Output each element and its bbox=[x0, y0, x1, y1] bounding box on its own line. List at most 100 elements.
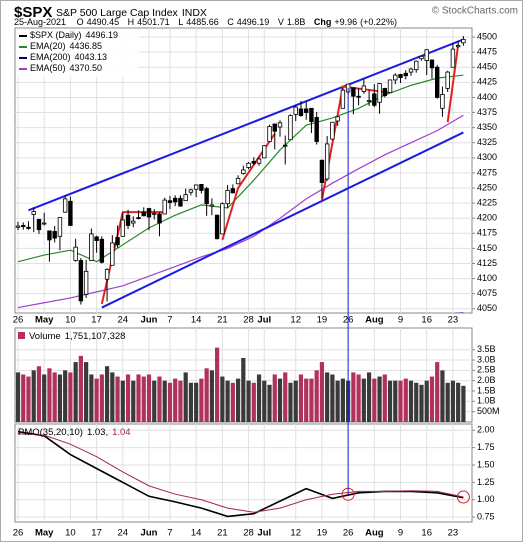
x-tick-label: Aug bbox=[365, 528, 384, 539]
y-tick-label: 4200 bbox=[477, 213, 497, 223]
candle-body bbox=[403, 72, 408, 77]
candle-body bbox=[57, 217, 63, 237]
candle-body bbox=[78, 260, 84, 302]
source: © StockCharts.com bbox=[432, 6, 518, 17]
volume-bar bbox=[335, 380, 340, 422]
x-tick-label: 21 bbox=[217, 528, 228, 539]
candle-body bbox=[455, 45, 461, 48]
legend-name: $SPX (Daily) bbox=[30, 30, 82, 40]
candle-body bbox=[199, 183, 204, 191]
volume-bar bbox=[319, 362, 325, 422]
legend-value: 4370.50 bbox=[70, 63, 103, 73]
x-tick-label: Jun bbox=[141, 315, 158, 326]
candle-body bbox=[83, 270, 89, 295]
x-tick-label: Jul bbox=[257, 528, 271, 539]
candle-body bbox=[419, 55, 424, 60]
volume-bar bbox=[162, 380, 167, 422]
candle-body bbox=[125, 214, 131, 226]
candle-body bbox=[309, 107, 314, 122]
volume-bar bbox=[267, 384, 272, 422]
ema-line bbox=[17, 114, 464, 309]
volume-bar bbox=[89, 374, 94, 422]
legend-name: EMA(20) bbox=[30, 41, 66, 51]
volume-bar bbox=[78, 355, 83, 422]
quote-value: 4501.71 bbox=[137, 17, 170, 27]
volume-title: Volume 1,751,107,328 bbox=[29, 331, 125, 342]
volume-bar bbox=[419, 384, 424, 422]
x-tick-label: 24 bbox=[118, 315, 129, 326]
volume-bar bbox=[115, 376, 120, 422]
volume-bar bbox=[408, 380, 414, 422]
y-tick-label: 4225 bbox=[477, 197, 497, 207]
y-tick-label: 4350 bbox=[477, 122, 497, 132]
candle-body bbox=[225, 190, 230, 205]
candle-body bbox=[152, 212, 157, 215]
volume-bar bbox=[351, 372, 356, 422]
date: 25-Aug-2021 bbox=[14, 17, 66, 27]
volume-bar bbox=[288, 382, 293, 422]
x-tick-label: 28 bbox=[243, 528, 254, 539]
volume-bar bbox=[152, 380, 157, 422]
candle-body bbox=[293, 106, 298, 115]
legend-entry: EMA(50) 4370.50 bbox=[30, 63, 102, 73]
candle-body bbox=[246, 162, 251, 168]
candle-body bbox=[303, 108, 309, 113]
x-tick-label: 26 bbox=[13, 528, 24, 539]
volume-bar bbox=[220, 376, 225, 422]
candle-body bbox=[21, 225, 26, 228]
pmo-title: PMO(35,20,10) 1.03, 1.04 bbox=[18, 427, 131, 438]
volume-bar bbox=[340, 378, 345, 422]
volume-bar bbox=[131, 380, 136, 422]
x-tick-label: 7 bbox=[167, 528, 172, 539]
highlight-circle bbox=[456, 490, 470, 504]
quote-label: L bbox=[178, 17, 183, 27]
x-tick-label: 17 bbox=[91, 315, 102, 326]
candle-body bbox=[298, 108, 304, 116]
volume-bar bbox=[387, 380, 393, 422]
x-tick-label: May bbox=[35, 315, 54, 326]
security-name: S&P 500 Large Cap Index INDX bbox=[56, 7, 207, 19]
candle-body bbox=[330, 121, 335, 140]
volume-bar bbox=[450, 380, 456, 422]
candle-body bbox=[193, 184, 199, 190]
candle-body bbox=[141, 211, 146, 217]
volume-bar bbox=[57, 374, 63, 422]
y-tick-label: 1.5B bbox=[477, 385, 496, 395]
volume-bar bbox=[21, 374, 26, 422]
y-tick-label: 500M bbox=[477, 406, 500, 416]
y-tick-label: 4475 bbox=[477, 47, 497, 57]
volume-bar bbox=[377, 376, 382, 422]
y-tick-label: 4425 bbox=[477, 77, 497, 87]
legend-box bbox=[17, 30, 139, 77]
candle-body bbox=[408, 68, 414, 73]
panel-frame bbox=[14, 423, 473, 523]
volume-bar bbox=[178, 380, 183, 422]
candle-body bbox=[167, 200, 173, 203]
candle-body bbox=[340, 89, 346, 109]
candle-body bbox=[335, 116, 340, 122]
x-tick-label: 26 bbox=[13, 315, 24, 326]
volume-bar bbox=[429, 376, 435, 422]
x-tick-label: 17 bbox=[91, 528, 102, 539]
y-tick-label: 4500 bbox=[477, 31, 497, 41]
volume-bar bbox=[256, 374, 262, 422]
trendline bbox=[101, 131, 464, 309]
x-tick-label: 16 bbox=[421, 315, 432, 326]
volume-bar bbox=[241, 357, 246, 422]
volume-bar bbox=[31, 370, 36, 422]
candle-body bbox=[26, 226, 31, 229]
candle-body bbox=[146, 208, 152, 218]
volume-bar bbox=[356, 374, 361, 422]
volume-bar bbox=[110, 372, 115, 422]
volume-bar bbox=[277, 378, 283, 422]
y-tick-label: 3.5B bbox=[477, 344, 496, 354]
x-tick-label: Aug bbox=[365, 315, 384, 326]
candle-body bbox=[115, 237, 120, 246]
volume-bar bbox=[298, 374, 304, 422]
volume-bar bbox=[325, 372, 330, 422]
volume-bar bbox=[366, 372, 372, 422]
x-tick-label: 23 bbox=[448, 528, 459, 539]
x-tick-label: 12 bbox=[290, 315, 301, 326]
x-tick-label: 14 bbox=[191, 315, 202, 326]
x-tick-label: 16 bbox=[421, 528, 432, 539]
